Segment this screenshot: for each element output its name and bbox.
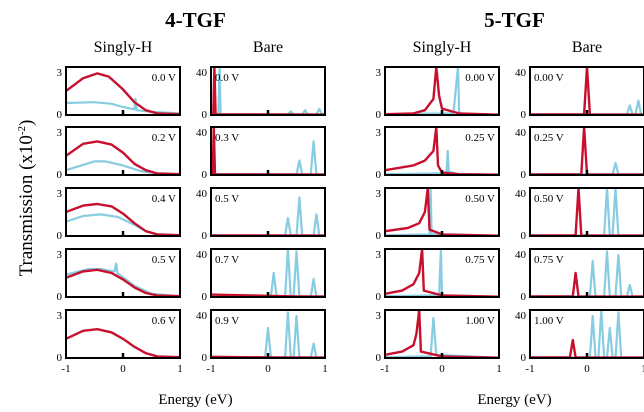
y-axis-label-exponent: -2 xyxy=(16,126,28,135)
series-line xyxy=(385,249,499,297)
y-tick-label: 0 xyxy=(202,109,208,121)
y-tick-label: 3 xyxy=(57,310,63,322)
series-line xyxy=(66,328,180,358)
y-tick-label: 40 xyxy=(515,67,527,79)
x-tick-label: 0 xyxy=(265,363,271,375)
x-tick-label: 1 xyxy=(641,363,644,375)
y-tick-label: 3 xyxy=(57,188,63,200)
x-tick-label: 1 xyxy=(177,363,183,375)
bias-voltage-label: 1.00 V xyxy=(465,315,495,327)
y-tick-label: 0 xyxy=(57,109,63,121)
bias-voltage-label: 0.5 V xyxy=(215,193,239,205)
y-tick-label: 40 xyxy=(196,127,208,139)
column-title: Singly-H xyxy=(413,39,472,56)
bias-voltage-label: 0.25 V xyxy=(534,132,564,144)
series-line xyxy=(385,67,499,115)
bias-voltage-label: 0.0 V xyxy=(215,72,239,84)
y-tick-label: 3 xyxy=(57,249,63,261)
y-tick-label: 0 xyxy=(57,169,63,181)
bias-voltage-label: 0.5 V xyxy=(152,254,176,266)
y-tick-label: 3 xyxy=(376,188,382,200)
bias-voltage-label: 0.50 V xyxy=(534,193,564,205)
x-tick-label: -1 xyxy=(61,363,70,375)
series-line xyxy=(66,268,180,297)
x-tick-label: -1 xyxy=(380,363,389,375)
y-tick-label: 3 xyxy=(376,127,382,139)
y-tick-label: 0 xyxy=(376,352,382,364)
y-tick-label: 40 xyxy=(196,249,208,261)
series-line xyxy=(385,310,499,358)
y-tick-label: 0 xyxy=(202,230,208,242)
bias-voltage-label: 0.0 V xyxy=(152,72,176,84)
x-tick-label: 1 xyxy=(496,363,502,375)
series-line xyxy=(66,262,180,297)
bias-voltage-label: 0.00 V xyxy=(534,72,564,84)
y-tick-label: 0 xyxy=(521,291,527,303)
series-line xyxy=(66,202,180,236)
y-tick-label: 0 xyxy=(521,352,527,364)
y-tick-label: 40 xyxy=(196,67,208,79)
x-tick-label: 0 xyxy=(584,363,590,375)
bias-voltage-label: 0.75 V xyxy=(534,254,564,266)
series-line xyxy=(66,72,180,115)
y-tick-label: 0 xyxy=(521,109,527,121)
y-tick-label: 40 xyxy=(196,310,208,322)
bias-voltage-label: 0.2 V xyxy=(152,132,176,144)
y-tick-label: 3 xyxy=(376,310,382,322)
y-tick-label: 40 xyxy=(515,188,527,200)
series-line xyxy=(66,140,180,175)
y-tick-label: 0 xyxy=(376,169,382,181)
column-title: Bare xyxy=(572,39,602,56)
y-tick-label: 40 xyxy=(196,188,208,200)
bias-voltage-label: 0.4 V xyxy=(152,193,176,205)
y-tick-label: 40 xyxy=(515,249,527,261)
series-line xyxy=(385,127,499,175)
y-tick-label: 0 xyxy=(57,291,63,303)
y-tick-label: 0 xyxy=(202,352,208,364)
y-tick-label: 3 xyxy=(376,249,382,261)
column-title: Singly-H xyxy=(94,39,153,56)
bias-voltage-label: 0.00 V xyxy=(465,72,495,84)
y-tick-label: 0 xyxy=(376,109,382,121)
x-tick-label: 0 xyxy=(439,363,445,375)
bias-voltage-label: 0.6 V xyxy=(152,315,176,327)
group-title: 5-TGF xyxy=(484,8,545,32)
bias-voltage-label: 0.25 V xyxy=(465,132,495,144)
bias-voltage-label: 0.3 V xyxy=(215,132,239,144)
bias-voltage-label: 1.00 V xyxy=(534,315,564,327)
x-tick-label: -1 xyxy=(206,363,215,375)
y-tick-label: 0 xyxy=(202,169,208,181)
column-title: Bare xyxy=(253,39,283,56)
y-axis-label: Transmission (x10-2) xyxy=(16,120,37,277)
y-tick-label: 3 xyxy=(57,127,63,139)
y-tick-label: 0 xyxy=(57,230,63,242)
y-tick-label: 0 xyxy=(376,230,382,242)
y-tick-label: 40 xyxy=(515,127,527,139)
y-tick-label: 0 xyxy=(376,291,382,303)
y-tick-label: 3 xyxy=(376,67,382,79)
y-tick-label: 40 xyxy=(515,310,527,322)
x-tick-label: -1 xyxy=(525,363,534,375)
y-tick-label: 0 xyxy=(521,169,527,181)
x-axis-label: Energy (eV) xyxy=(158,392,232,408)
x-axis-label: Energy (eV) xyxy=(477,392,551,408)
y-tick-label: 3 xyxy=(57,67,63,79)
y-tick-label: 0 xyxy=(57,352,63,364)
x-tick-label: 1 xyxy=(322,363,328,375)
x-tick-label: 0 xyxy=(120,363,126,375)
y-axis-label-text: Transmission (x10 xyxy=(16,135,37,276)
y-tick-label: 0 xyxy=(202,291,208,303)
y-tick-label: 0 xyxy=(521,230,527,242)
series-line xyxy=(211,196,325,236)
bias-voltage-label: 0.9 V xyxy=(215,315,239,327)
bias-voltage-label: 0.7 V xyxy=(215,254,239,266)
bias-voltage-label: 0.50 V xyxy=(465,193,495,205)
series-line xyxy=(385,188,499,236)
group-title: 4-TGF xyxy=(165,8,226,32)
series-line xyxy=(211,140,325,175)
y-axis-label-close: ) xyxy=(16,120,37,126)
bias-voltage-label: 0.75 V xyxy=(465,254,495,266)
